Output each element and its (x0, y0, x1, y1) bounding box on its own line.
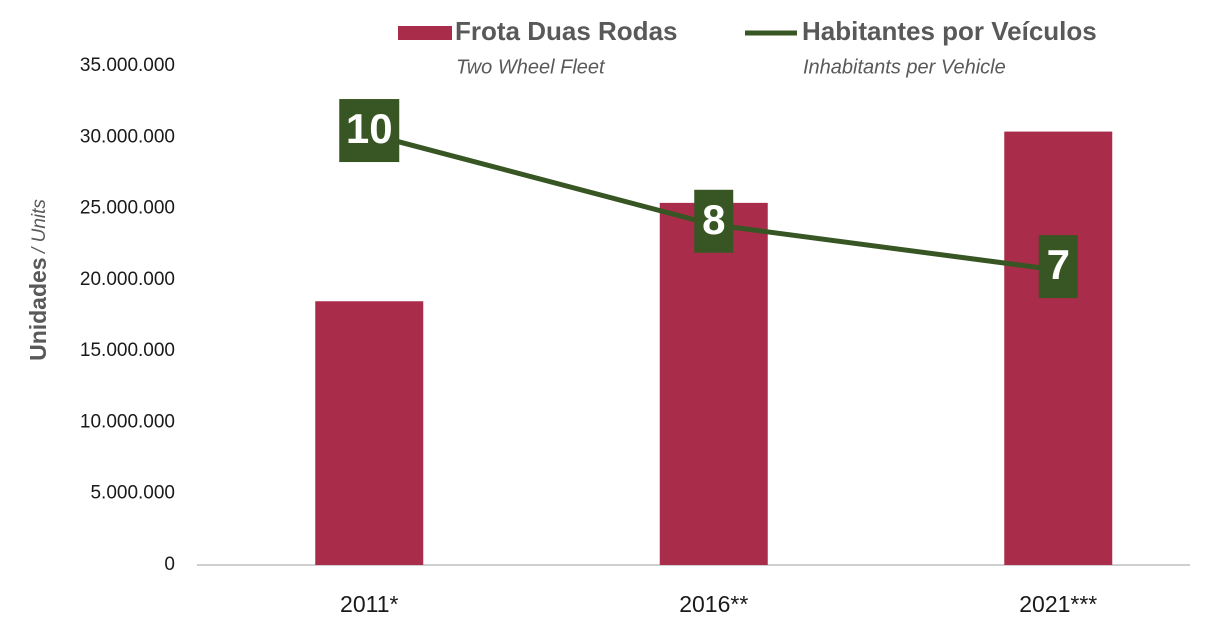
y-tick-label: 35.000.000 (80, 55, 175, 76)
bar (1004, 131, 1113, 565)
legend-sublabel: Two Wheel Fleet (456, 56, 606, 78)
bar (315, 301, 424, 565)
data-label: 8 (702, 196, 725, 243)
data-label: 10 (346, 105, 393, 152)
bar (659, 202, 768, 565)
data-label-box (694, 189, 734, 253)
y-tick-label: 0 (164, 554, 175, 575)
data-label-box (1038, 235, 1078, 299)
x-tick-label: 2021*** (1019, 591, 1097, 617)
legend-sublabel: Inhabitants per Vehicle (803, 56, 1006, 78)
legend-label: Habitantes por Veículos (802, 16, 1097, 46)
legend-swatch (398, 26, 452, 40)
y-tick-label: 30.000.000 (80, 126, 175, 147)
y-axis-label: Unidades / Units (25, 199, 51, 361)
legend-label: Frota Duas Rodas (455, 16, 678, 46)
x-tick-label: 2016** (679, 591, 748, 617)
y-axis-label-sub: / Units (29, 199, 50, 255)
data-label: 7 (1047, 241, 1070, 288)
y-tick-label: 15.000.000 (80, 340, 175, 361)
y-tick-label: 20.000.000 (80, 269, 175, 290)
x-tick-label: 2011* (340, 591, 398, 617)
y-tick-label: 5.000.000 (90, 483, 175, 504)
y-axis-label-main: Unidades (25, 257, 51, 361)
y-tick-label: 25.000.000 (80, 198, 175, 219)
data-label-box (339, 99, 400, 163)
y-tick-label: 10.000.000 (80, 411, 175, 432)
